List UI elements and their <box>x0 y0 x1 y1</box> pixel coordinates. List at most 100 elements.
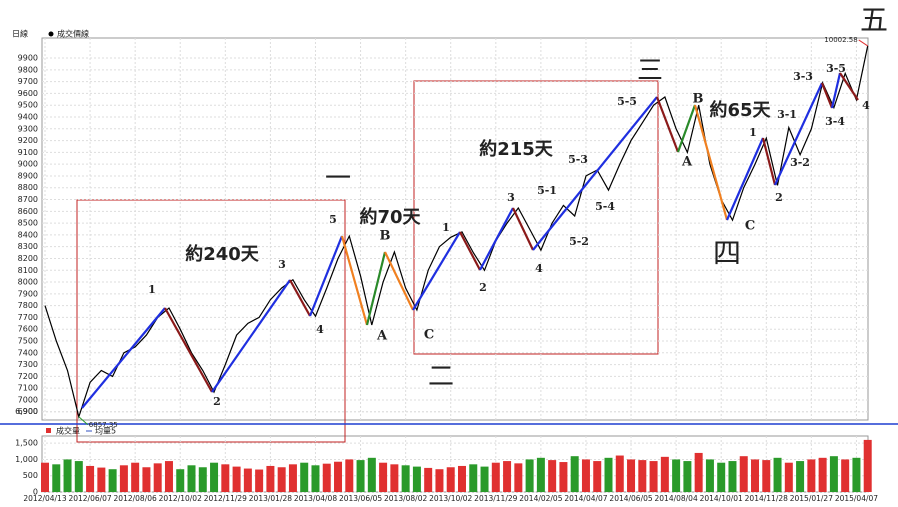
wave-annotation: 二 <box>428 362 454 392</box>
y-tick-label: 9900 <box>18 54 38 63</box>
volume-bar <box>255 469 264 492</box>
volume-bar <box>548 460 557 492</box>
volume-bar <box>288 464 297 492</box>
x-tick-label: 2012/08/06 <box>114 494 157 503</box>
volume-bar <box>232 466 241 492</box>
volume-bar <box>367 457 376 492</box>
y-tick-label: 7100 <box>18 384 38 393</box>
wave-annotation: 5 <box>329 213 337 226</box>
volume-bar <box>796 461 805 492</box>
x-tick-label: 2014/08/04 <box>655 494 698 503</box>
y-tick-label: 9000 <box>18 160 38 169</box>
volume-bar <box>300 462 309 492</box>
volume-bar <box>739 456 748 492</box>
volume-bar <box>525 459 534 492</box>
volume-bar <box>604 457 613 492</box>
x-tick-label: 2013/01/28 <box>249 494 292 503</box>
range-box <box>413 80 659 355</box>
volume-bar <box>469 464 478 492</box>
y-tick-label: 6900 <box>18 407 38 416</box>
wave-annotation: B <box>380 229 391 244</box>
volume-bar <box>829 456 838 492</box>
volume-bar <box>86 465 95 492</box>
wave-annotation: 5-5 <box>617 95 637 108</box>
y-tick-label: 6,900 <box>15 407 38 416</box>
volume-bar <box>379 462 388 492</box>
range-box <box>76 199 346 443</box>
wave-annotation: 1 <box>148 283 156 296</box>
volume-bar <box>503 461 512 492</box>
x-tick-label: 2013/08/02 <box>384 494 427 503</box>
y-tick-label: 8000 <box>18 278 38 287</box>
volume-bar <box>773 457 782 492</box>
volume-bar <box>198 467 207 492</box>
volume-bar <box>356 460 365 492</box>
y-tick-label: 7800 <box>18 301 38 310</box>
wave-annotation: 三 <box>637 56 663 86</box>
wave-line <box>459 231 481 271</box>
volume-bar <box>176 469 185 492</box>
wave-annotation: 5-2 <box>569 235 589 248</box>
wave-annotation: 3 <box>507 191 515 204</box>
x-tick-label: 2012/06/07 <box>68 494 111 503</box>
volume-bar <box>683 461 692 492</box>
volume-bar <box>210 462 219 492</box>
wave-line <box>839 72 859 101</box>
volume-bar <box>108 469 117 492</box>
x-tick-label: 2014/02/05 <box>519 494 562 503</box>
volume-bar <box>672 459 681 492</box>
volume-bar <box>457 465 466 492</box>
x-tick-label: 2015/01/27 <box>790 494 833 503</box>
y-tick-label: 9100 <box>18 148 38 157</box>
y-tick-label: 9800 <box>18 65 38 74</box>
legend-label: 均量5 <box>95 426 116 436</box>
x-tick-label: 2014/11/28 <box>745 494 788 503</box>
wave-line <box>164 307 213 393</box>
y-tick-label: 7300 <box>18 360 38 369</box>
wave-annotation: 2 <box>775 191 783 204</box>
wave-annotation: 四 <box>713 237 741 270</box>
wave-annotation: 約65天 <box>709 99 771 121</box>
wave-line <box>676 104 697 153</box>
wave-annotation: 一 <box>325 164 351 194</box>
wave-line <box>412 231 461 311</box>
x-tick-label: 2012/11/29 <box>204 494 247 503</box>
y-tick-label: 500 <box>23 471 38 480</box>
wave-annotation: 3-1 <box>777 108 797 121</box>
volume-bar <box>581 459 590 492</box>
volume-bar <box>63 459 72 492</box>
x-tick-label: 2014/04/07 <box>564 494 607 503</box>
volume-bar <box>784 462 793 492</box>
y-tick-label: 8200 <box>18 254 38 263</box>
wave-annotation: A <box>376 329 388 344</box>
wave-annotation: B <box>693 92 704 107</box>
wave-annotation: A <box>681 155 693 170</box>
wave-line <box>365 251 387 326</box>
x-tick-label: 2014/10/01 <box>700 494 743 503</box>
volume-bar <box>863 439 872 492</box>
y-tick-label: 9300 <box>18 124 38 133</box>
volume-bar <box>322 463 331 492</box>
y-tick-label: 7600 <box>18 325 38 334</box>
wave-annotation: 3-2 <box>790 156 810 169</box>
volume-bar <box>593 461 602 492</box>
wave-annotation: C <box>424 328 434 343</box>
wave-line <box>479 207 514 271</box>
wave-annotation: 約70天 <box>359 206 421 228</box>
y-tick-label: 8300 <box>18 242 38 251</box>
volume-bar <box>412 466 421 492</box>
volume-bar <box>153 463 162 492</box>
wave-annotation: 2 <box>479 281 487 294</box>
wave-annotation: 5-4 <box>595 200 615 213</box>
x-tick-label: 2013/06/05 <box>339 494 382 503</box>
wave-annotation: 4 <box>535 262 543 275</box>
volume-bar <box>807 459 816 492</box>
y-tick-label: 7200 <box>18 372 38 381</box>
x-tick-label: 2013/11/29 <box>474 494 517 503</box>
wave-line <box>774 82 823 186</box>
y-tick-label: 8400 <box>18 230 38 239</box>
x-tick-label: 2012/04/13 <box>23 494 66 503</box>
y-tick-label: 9700 <box>18 77 38 86</box>
y-tick-label: 9600 <box>18 89 38 98</box>
